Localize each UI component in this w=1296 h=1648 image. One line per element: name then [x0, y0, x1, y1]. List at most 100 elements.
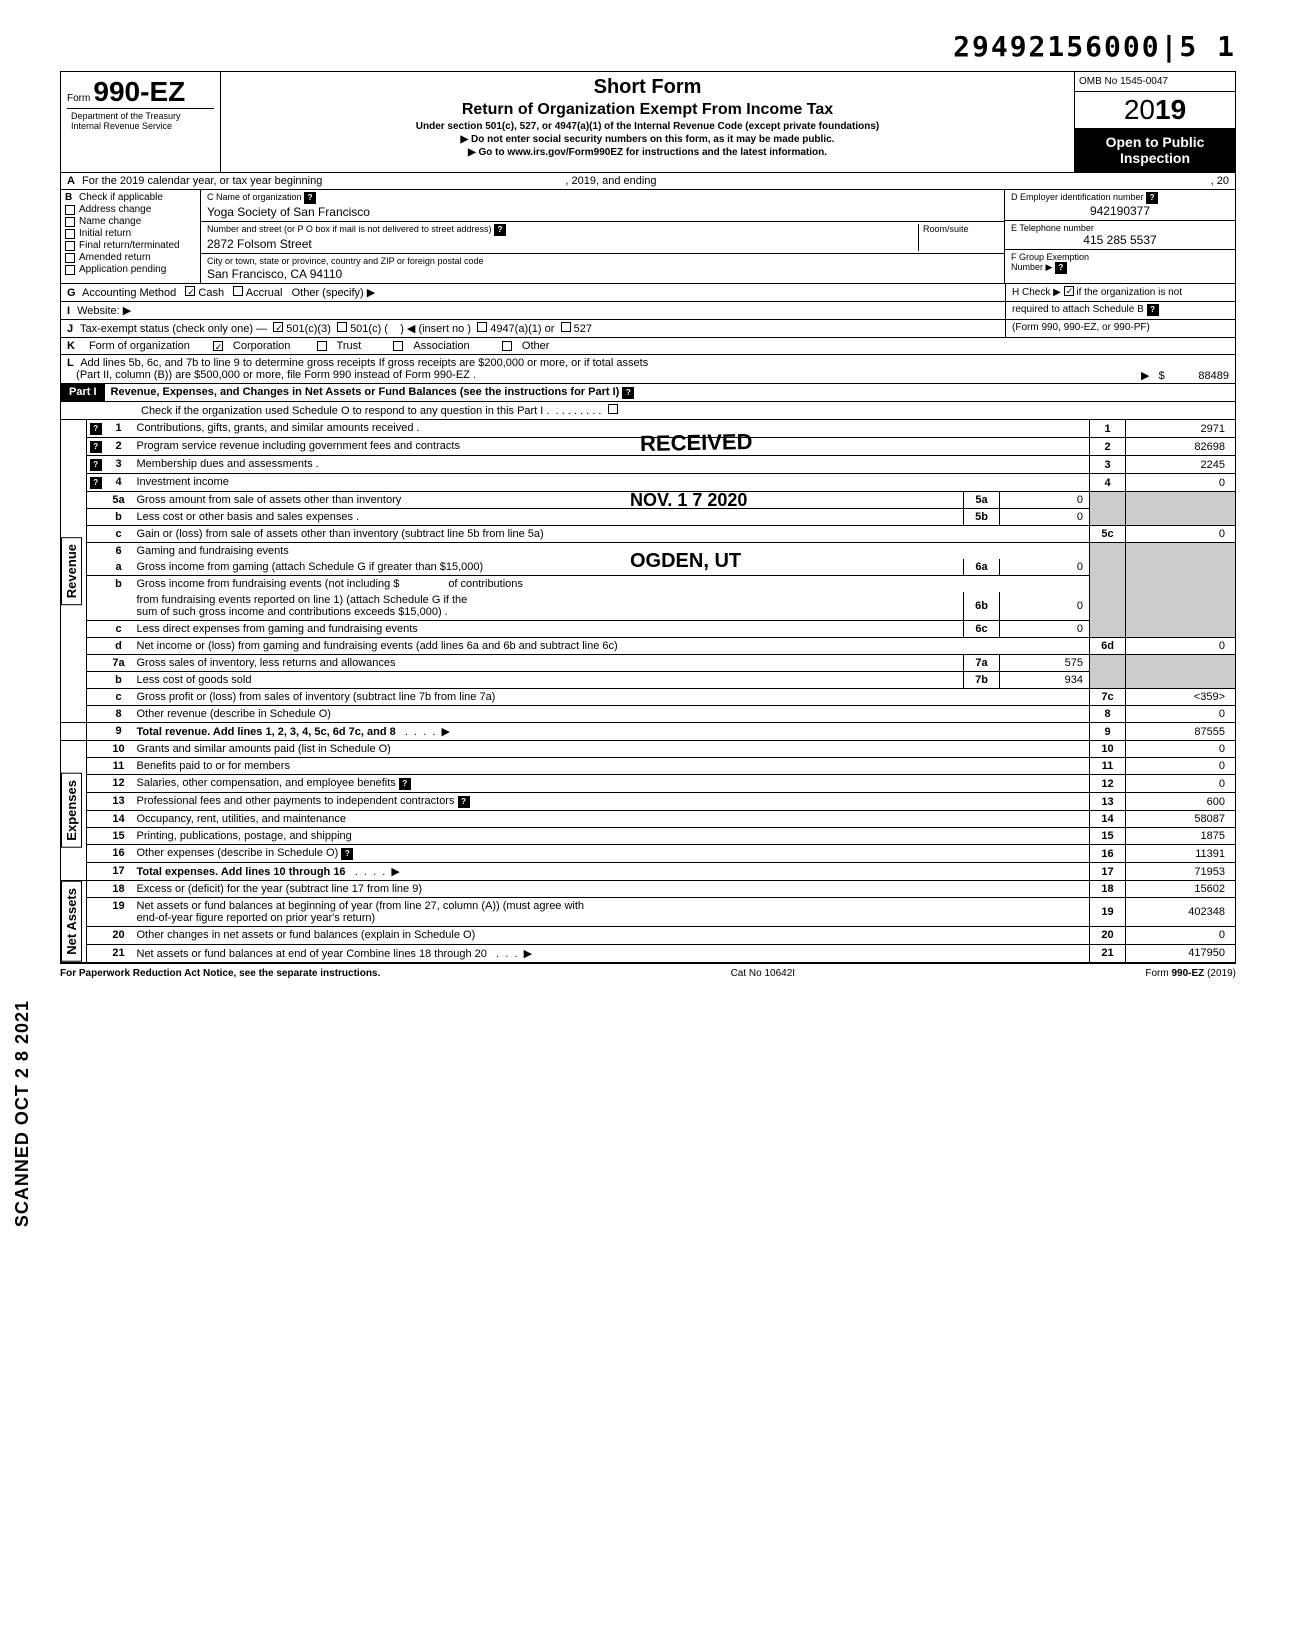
- street-label: Number and street (or P O box if mail is…: [207, 224, 491, 234]
- line-6c-num: c: [105, 621, 133, 638]
- line-21-num: 21: [105, 944, 133, 963]
- line-20-val: 0: [1126, 927, 1236, 944]
- help-icon: ?: [90, 441, 102, 453]
- phone-label: E Telephone number: [1011, 223, 1229, 233]
- line-8-desc: Other revenue (describe in Schedule O): [137, 708, 331, 720]
- line-4-val: 0: [1126, 474, 1236, 492]
- cb-amended[interactable]: [65, 253, 75, 263]
- line-6b-desc2: of contributions: [448, 578, 523, 590]
- row-l-label: L: [67, 357, 74, 369]
- line-5b-subval: 0: [1000, 509, 1090, 526]
- cb-name-change[interactable]: [65, 217, 75, 227]
- col-de: D Employer identification number ? 94219…: [1005, 190, 1235, 283]
- line-5a-sub: 5a: [964, 492, 1000, 509]
- cb-4947[interactable]: [477, 322, 487, 332]
- line-5b-desc: Less cost or other basis and sales expen…: [137, 511, 360, 523]
- cb-corporation[interactable]: [213, 341, 223, 351]
- row-j-label: J: [67, 323, 73, 335]
- cb-application-pending[interactable]: [65, 265, 75, 275]
- line-12-box: 12: [1090, 775, 1126, 793]
- line-18-val: 15602: [1126, 881, 1236, 898]
- line-2-val: 82698: [1126, 438, 1236, 456]
- phone-value: 415 285 5537: [1011, 233, 1229, 247]
- net-assets-side-label: Net Assets: [61, 881, 82, 962]
- line-8-val: 0: [1126, 706, 1236, 723]
- line-6b-subval: 0: [1000, 592, 1090, 621]
- cb-accrual[interactable]: [233, 286, 243, 296]
- line-17-val: 71953: [1126, 863, 1236, 881]
- ein-label: D Employer identification number: [1011, 192, 1144, 202]
- row-i: I Website: ▶: [60, 302, 1006, 320]
- cb-other-org[interactable]: [502, 341, 512, 351]
- help-icon: ?: [341, 848, 353, 860]
- line-5c-val: 0: [1126, 526, 1236, 543]
- cb-trust[interactable]: [317, 341, 327, 351]
- line-7b-subval: 934: [1000, 672, 1090, 689]
- org-street: 2872 Folsom Street: [207, 237, 918, 251]
- line-20-desc: Other changes in net assets or fund bala…: [137, 929, 476, 941]
- group-exemption-label: F Group Exemption: [1011, 252, 1089, 262]
- line-7b-sub: 7b: [964, 672, 1000, 689]
- org-name: Yoga Society of San Francisco: [207, 205, 998, 219]
- line-18-num: 18: [105, 881, 133, 898]
- line-5b-sub: 5b: [964, 509, 1000, 526]
- form-number: 990-EZ: [93, 76, 185, 107]
- row-i-label: I: [67, 305, 70, 317]
- cb-initial-return[interactable]: [65, 229, 75, 239]
- line-20-box: 20: [1090, 927, 1126, 944]
- row-k-text: Form of organization: [89, 340, 190, 352]
- line-10-num: 10: [105, 741, 133, 758]
- line-14-desc: Occupancy, rent, utilities, and maintena…: [137, 813, 347, 825]
- footer: For Paperwork Reduction Act Notice, see …: [60, 964, 1236, 983]
- col-b-title: Check if applicable: [79, 192, 163, 203]
- form-ref: Form 990-EZ (2019): [1145, 968, 1236, 979]
- line-1-box: 1: [1090, 420, 1126, 438]
- gross-receipts: 88489: [1198, 370, 1229, 382]
- line-17-num: 17: [105, 863, 133, 881]
- 501c3-label: 501(c)(3): [286, 323, 331, 335]
- line-19-box: 19: [1090, 898, 1126, 927]
- line-4-box: 4: [1090, 474, 1126, 492]
- warning-1: ▶ Do not enter social security numbers o…: [227, 134, 1068, 145]
- cb-association[interactable]: [393, 341, 403, 351]
- group-exemption-number: Number ▶: [1011, 262, 1052, 272]
- row-a-label: A: [67, 175, 75, 187]
- cb-schedule-o[interactable]: [608, 404, 618, 414]
- line-14-val: 58087: [1126, 811, 1236, 828]
- dept-treasury: Department of the Treasury Internal Reve…: [67, 108, 214, 133]
- ein-value: 942190377: [1011, 204, 1229, 218]
- top-bar: 29492156000|5 1: [60, 30, 1236, 63]
- line-16-box: 16: [1090, 845, 1126, 863]
- line-19-val: 402348: [1126, 898, 1236, 927]
- cb-501c3[interactable]: [273, 322, 283, 332]
- 4947-label: 4947(a)(1) or: [490, 323, 554, 335]
- cb-cash[interactable]: [185, 286, 195, 296]
- cb-501c[interactable]: [337, 322, 347, 332]
- open-public-l2: Inspection: [1077, 150, 1233, 166]
- line-21-val: 417950: [1126, 944, 1236, 963]
- line-6-desc: Gaming and fundraising events: [137, 545, 289, 557]
- line-17-desc: Total expenses. Add lines 10 through 16: [137, 866, 346, 878]
- help-icon: ?: [622, 387, 634, 399]
- line-7b-desc: Less cost of goods sold: [137, 674, 252, 686]
- part-1-title: Revenue, Expenses, and Changes in Net As…: [105, 384, 641, 401]
- line-14-num: 14: [105, 811, 133, 828]
- line-19-num: 19: [105, 898, 133, 927]
- 501c-label: 501(c) (: [350, 323, 388, 335]
- line-7a-sub: 7a: [964, 655, 1000, 672]
- cb-final-return[interactable]: [65, 241, 75, 251]
- help-icon: ?: [494, 224, 506, 236]
- line-7a-subval: 575: [1000, 655, 1090, 672]
- row-g-label: G: [67, 287, 76, 299]
- row-l: L Add lines 5b, 6c, and 7b to line 9 to …: [60, 355, 1236, 384]
- row-a-end: , 20: [1211, 175, 1229, 187]
- cb-527[interactable]: [561, 322, 571, 332]
- form-prefix: Form: [67, 93, 90, 104]
- name-label: C Name of organization: [207, 192, 302, 202]
- line-6-num: 6: [105, 543, 133, 560]
- cb-address-change[interactable]: [65, 205, 75, 215]
- line-18-box: 18: [1090, 881, 1126, 898]
- line-11-desc: Benefits paid to or for members: [137, 760, 290, 772]
- dln-number: 29492156000|5 1: [180, 30, 1236, 63]
- cb-schedule-b[interactable]: [1064, 286, 1074, 296]
